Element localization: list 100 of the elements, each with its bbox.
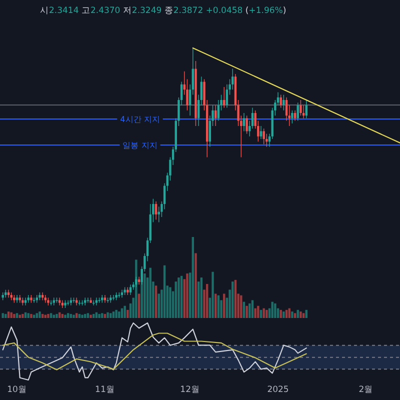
candlestick (58, 297, 61, 306)
bar (274, 303, 276, 318)
bar (271, 302, 274, 318)
bar (183, 279, 186, 318)
bar (106, 312, 109, 318)
candlestick (112, 294, 115, 301)
candlestick (129, 284, 132, 296)
bar (240, 295, 242, 318)
bar (124, 306, 126, 318)
bar (7, 312, 10, 318)
candlestick (75, 297, 78, 306)
bar (115, 310, 118, 318)
bar (112, 312, 115, 318)
bar (81, 314, 84, 318)
bar (262, 308, 265, 318)
candlestick (154, 201, 158, 220)
x-tick-label: 11월 (95, 385, 115, 395)
candlestick (282, 94, 285, 111)
bar (206, 284, 208, 318)
bar (188, 272, 192, 318)
ref-line-label: 4시간 지지 (120, 114, 160, 124)
bar (47, 314, 50, 318)
bar (129, 303, 132, 318)
bar (220, 300, 222, 318)
bar (242, 302, 246, 318)
bar (285, 310, 288, 318)
candlestick (305, 100, 308, 119)
bar (296, 310, 299, 318)
bar (208, 298, 212, 318)
candlestick (52, 297, 55, 306)
bar (135, 260, 138, 318)
candlestick (24, 297, 27, 306)
bar (163, 265, 166, 318)
bar (186, 273, 188, 318)
bar (305, 310, 308, 318)
candlestick (95, 297, 98, 306)
bar (38, 312, 41, 318)
x-tick-label: 10월 (7, 385, 27, 395)
bar (110, 313, 112, 318)
x-tick-label: 2025 (267, 385, 289, 395)
bar (203, 290, 206, 318)
ref-line-label: 일봉 지지 (122, 140, 158, 150)
candlestick (262, 128, 265, 145)
bar (50, 313, 52, 318)
bar (282, 312, 285, 318)
bar (212, 272, 214, 318)
bar (160, 290, 163, 318)
bar (232, 282, 234, 318)
bar (280, 310, 282, 318)
bar (101, 313, 104, 318)
x-tick-label: 12월 (180, 385, 200, 395)
bar (146, 278, 149, 318)
candlestick (291, 110, 294, 124)
bar (118, 312, 120, 318)
x-tick-label: 2월 (358, 385, 374, 395)
candlestick (296, 102, 299, 122)
bar (166, 286, 168, 318)
bar (223, 294, 226, 318)
bar (158, 294, 160, 318)
bar (214, 294, 217, 318)
bar (251, 300, 254, 318)
bar (75, 313, 78, 318)
bar (98, 314, 100, 318)
bar (257, 306, 260, 318)
bar (72, 314, 75, 318)
bar (302, 313, 305, 318)
bar (248, 303, 251, 318)
candlestick (70, 297, 72, 306)
bar (254, 308, 256, 318)
bar (138, 294, 140, 318)
bar (169, 287, 172, 318)
bar (200, 278, 203, 318)
bar (174, 282, 177, 318)
bar (90, 314, 92, 318)
candlestick (300, 100, 302, 116)
bar (294, 313, 296, 318)
bar (300, 312, 302, 318)
bar (154, 286, 158, 318)
bar (36, 313, 38, 318)
candlestick (260, 126, 262, 140)
bar (260, 310, 262, 318)
bar (172, 291, 174, 318)
bar (237, 294, 240, 318)
bar (13, 314, 16, 318)
chart-title: 시2.3414 고2.4370 저2.3249 종2.3872 +0.0458 (+1.96%) (40, 6, 286, 16)
candlestick (32, 297, 36, 304)
bar (226, 298, 228, 318)
bar (246, 306, 248, 318)
bar (2, 313, 4, 318)
candlestick (246, 115, 248, 134)
candlestick (242, 112, 246, 132)
bar (126, 310, 129, 318)
bar (10, 312, 12, 318)
bar (16, 313, 18, 318)
bar (291, 312, 294, 318)
bar (266, 310, 268, 318)
bar (197, 282, 200, 318)
bar (27, 313, 30, 318)
bar (56, 314, 58, 318)
bar (178, 278, 180, 318)
